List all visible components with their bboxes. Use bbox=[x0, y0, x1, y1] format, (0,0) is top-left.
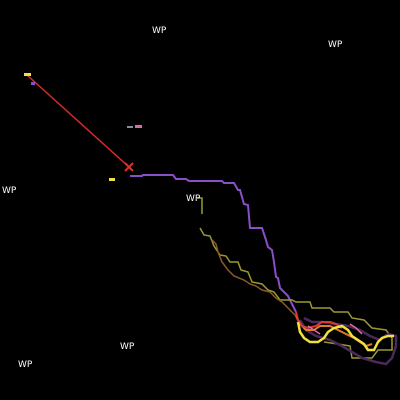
waypoint-label[interactable]: WP bbox=[186, 194, 201, 204]
aircraft-marker[interactable] bbox=[109, 178, 115, 181]
track-olive[interactable] bbox=[197, 197, 393, 359]
cross-marker-icon[interactable] bbox=[124, 162, 134, 172]
waypoint-label[interactable]: WP bbox=[328, 40, 343, 50]
track-dark-purple[interactable] bbox=[298, 316, 398, 366]
track-pink[interactable] bbox=[307, 323, 363, 335]
waypoint-label[interactable]: WP bbox=[152, 26, 167, 36]
track-brown[interactable] bbox=[211, 239, 297, 317]
selected-route-line bbox=[26, 74, 130, 168]
track-red[interactable] bbox=[295, 311, 343, 330]
waypoint-label[interactable]: WP bbox=[2, 186, 17, 196]
track-purple-long[interactable] bbox=[130, 174, 297, 313]
waypoint-label[interactable]: WP bbox=[120, 342, 135, 352]
waypoint-label[interactable]: WP bbox=[18, 360, 33, 370]
start-point-marker[interactable] bbox=[24, 73, 35, 85]
aircraft-marker[interactable] bbox=[127, 125, 142, 128]
track-yellow[interactable] bbox=[296, 321, 394, 352]
